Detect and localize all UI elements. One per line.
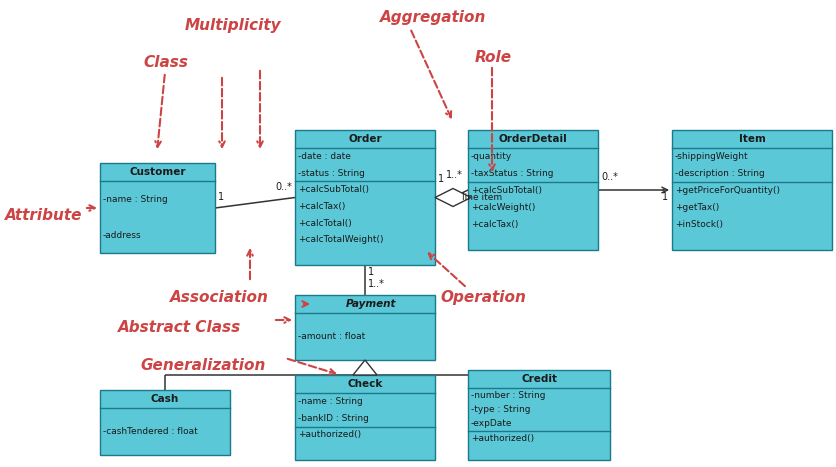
Text: -taxStatus : String: -taxStatus : String [471,169,553,178]
Text: Aggregation: Aggregation [380,10,487,25]
Text: +calcSubTotal(): +calcSubTotal() [298,185,369,194]
Text: OrderDetail: OrderDetail [498,134,568,144]
Text: 1..*: 1..* [446,170,463,180]
Text: -name : String: -name : String [103,194,168,204]
Text: -quantity: -quantity [471,152,512,161]
Text: -shippingWeight: -shippingWeight [675,152,748,161]
Text: Association: Association [170,290,269,305]
Text: -bankID : String: -bankID : String [298,414,369,423]
Text: -description : String: -description : String [675,169,765,178]
Text: 1: 1 [368,267,375,277]
Text: -date : date: -date : date [298,152,351,161]
Text: line item: line item [461,193,502,202]
Text: -number : String: -number : String [471,391,546,400]
Text: Attribute: Attribute [5,208,83,223]
Bar [468,130,598,250]
Bar [100,390,230,455]
Text: 1: 1 [438,174,444,184]
Text: Operation: Operation [440,290,526,305]
Text: +calcSubTotal(): +calcSubTotal() [471,186,542,195]
Text: 1: 1 [662,192,668,202]
Text: Payment: Payment [346,299,396,309]
Text: -address: -address [103,231,141,240]
Text: Item: Item [738,134,766,144]
Text: 0..*: 0..* [601,172,618,182]
Text: +inStock(): +inStock() [675,220,723,229]
Text: +calcTax(): +calcTax() [471,220,518,229]
Bar [672,130,832,250]
Text: Class: Class [143,55,188,70]
Text: +authorized(): +authorized() [471,434,534,443]
Bar [468,370,610,460]
Text: Customer: Customer [130,167,186,177]
Text: 1..*: 1..* [368,279,385,289]
Text: -type : String: -type : String [471,405,531,414]
Text: -cashTendered : float: -cashTendered : float [103,427,198,436]
Text: 1: 1 [218,192,224,202]
Text: +getPriceForQuantity(): +getPriceForQuantity() [675,186,780,195]
Bar [295,295,435,360]
Bar [295,375,435,460]
Text: -amount : float: -amount : float [298,332,365,341]
Bar [100,163,215,253]
Text: +calcTotalWeight(): +calcTotalWeight() [298,235,384,244]
Text: 0..*: 0..* [275,182,292,191]
Text: Order: Order [348,134,382,144]
Text: Generalization: Generalization [140,358,265,373]
Text: Cash: Cash [150,394,179,404]
Text: -status : String: -status : String [298,169,364,177]
Text: +getTax(): +getTax() [675,203,719,212]
Polygon shape [435,189,471,206]
Bar [295,130,435,265]
Text: Check: Check [347,379,383,389]
Text: Role: Role [475,50,512,65]
Polygon shape [353,360,377,375]
Text: +authorized(): +authorized() [298,431,361,439]
Text: Credit: Credit [521,374,557,384]
Text: +calcWeight(): +calcWeight() [471,203,535,212]
Text: +calcTax(): +calcTax() [298,202,345,211]
Text: +calcTotal(): +calcTotal() [298,219,352,228]
Text: -name : String: -name : String [298,397,363,406]
Text: Multiplicity: Multiplicity [185,18,282,33]
Text: -expDate: -expDate [471,419,512,429]
Text: Abstract Class: Abstract Class [118,320,242,335]
